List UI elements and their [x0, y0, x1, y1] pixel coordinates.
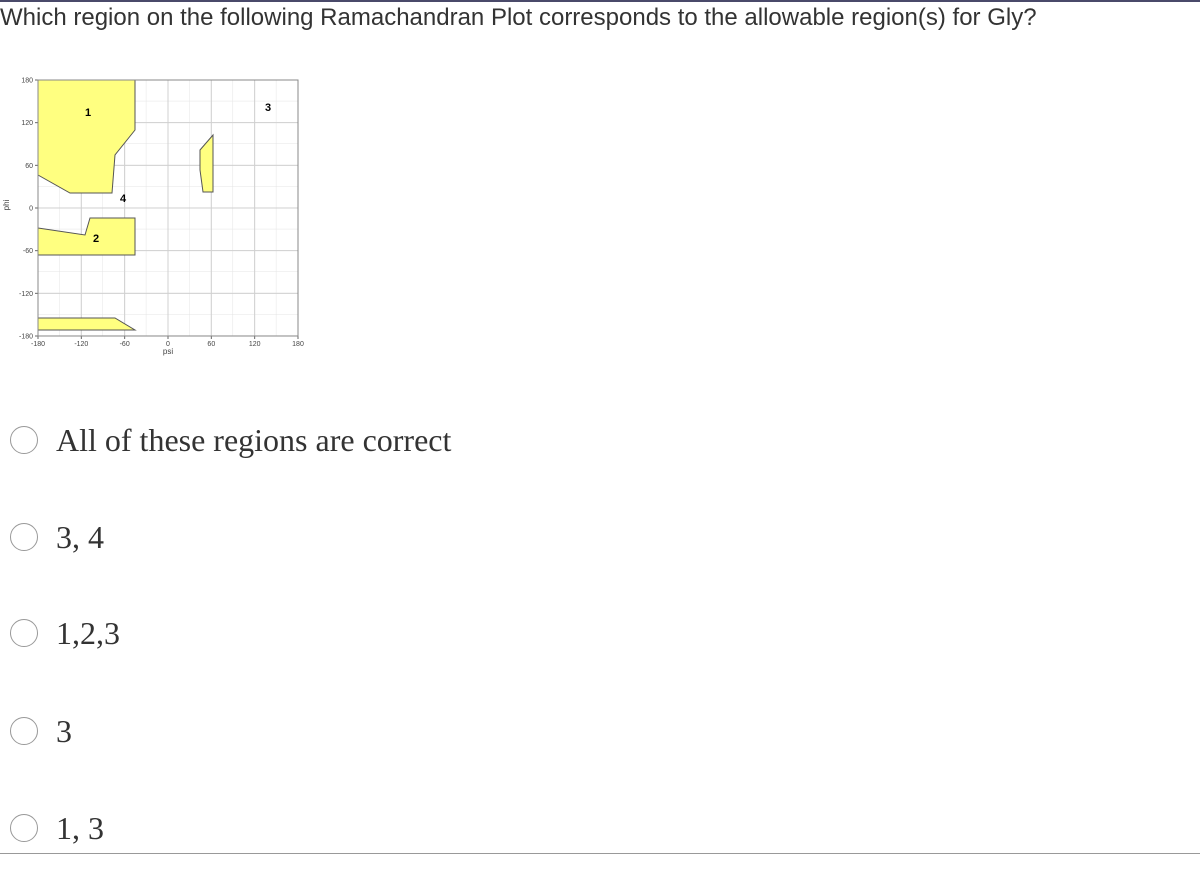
radio-button[interactable]	[10, 814, 38, 842]
region-label: 3	[265, 102, 271, 114]
x-tick-label: 180	[292, 341, 304, 348]
region-1	[37, 79, 136, 194]
y-tick-label: -120	[19, 291, 33, 298]
option-text[interactable]: 3	[56, 712, 72, 749]
option-text[interactable]: 1, 3	[56, 809, 104, 846]
y-tick-label: 0	[29, 206, 33, 213]
x-tick-label: -180	[31, 341, 45, 348]
y-tick-label: 180	[21, 78, 33, 85]
y-tick-label: -180	[19, 334, 33, 341]
bottom-border	[0, 853, 1200, 854]
radio-button[interactable]	[10, 426, 38, 454]
ramachandran-plot: 1 2 3 4 psi phi -180 -120 -60 0 60 120 180 180 1…	[2, 78, 304, 357]
radio-button[interactable]	[10, 523, 38, 551]
answer-option[interactable]: 1, 3	[10, 808, 104, 848]
option-text[interactable]: 3, 4	[56, 518, 104, 555]
answer-option[interactable]: 3	[10, 711, 72, 751]
option-text[interactable]: 1,2,3	[56, 614, 120, 651]
region-label: 1	[85, 107, 91, 119]
y-tick-label: -60	[23, 248, 33, 255]
x-tick-label: -60	[120, 341, 130, 348]
question: Which region on the following Ramachandr…	[0, 4, 1037, 31]
x-tick-label: 0	[166, 341, 170, 348]
y-tick-label: 120	[21, 120, 33, 127]
x-tick-label: 60	[207, 341, 215, 348]
x-tick-label: 120	[249, 341, 261, 348]
option-text[interactable]: All of these regions are correct	[56, 421, 452, 458]
top-border	[0, 0, 1200, 2]
region-label: 2	[93, 233, 99, 245]
y-tick-label: 60	[25, 163, 33, 170]
y-axis-label: phi	[2, 199, 11, 210]
x-axis-label: psi	[163, 347, 173, 356]
answer-option[interactable]: All of these regions are correct	[10, 420, 451, 460]
answer-option[interactable]: 3, 4	[10, 517, 104, 557]
x-tick-label: -120	[74, 341, 88, 348]
answer-option[interactable]: 1,2,3	[10, 613, 120, 653]
region-label: 4	[120, 193, 127, 205]
radio-button[interactable]	[10, 717, 38, 745]
region-3	[199, 133, 214, 193]
plot-frame	[37, 79, 299, 337]
radio-button[interactable]	[10, 619, 38, 647]
